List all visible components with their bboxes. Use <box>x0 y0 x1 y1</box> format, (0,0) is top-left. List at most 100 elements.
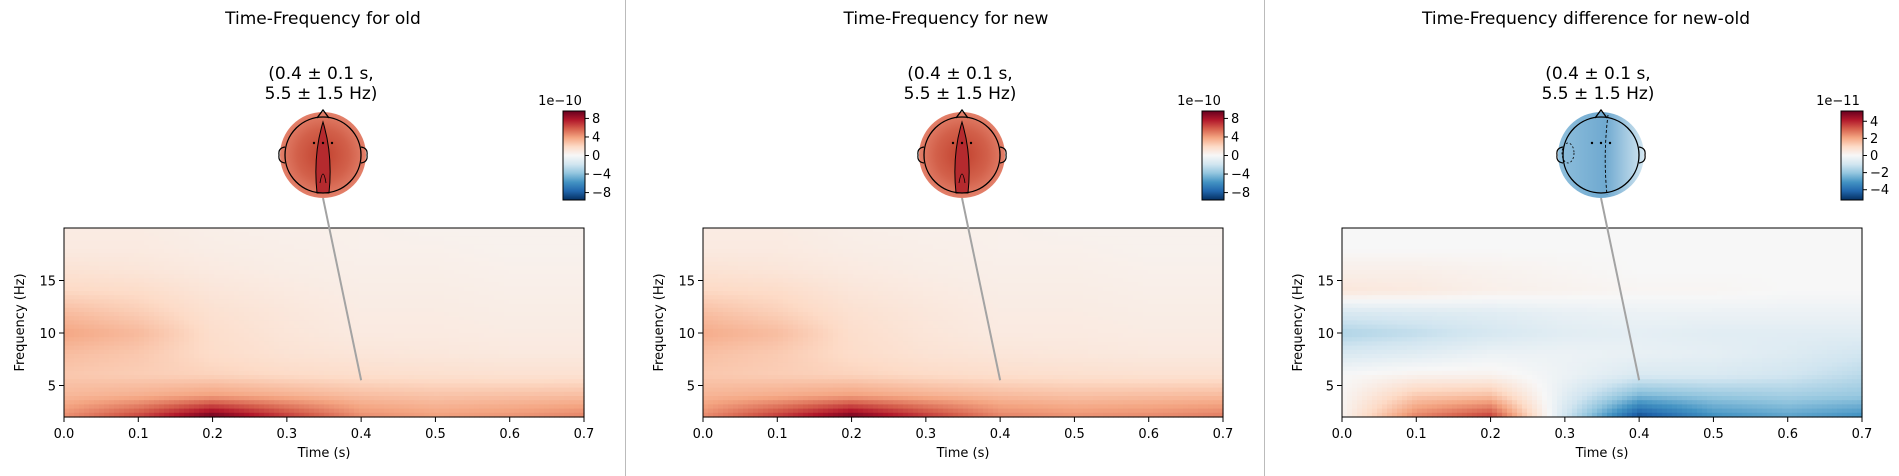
heatmap-cell <box>219 316 225 321</box>
heatmap-cell <box>519 349 525 355</box>
heatmap-cell <box>69 270 75 275</box>
heatmap-cell <box>209 379 215 384</box>
heatmap-cell <box>209 391 215 397</box>
heatmap-cell <box>499 244 505 250</box>
heatmap-cell <box>119 362 125 368</box>
heatmap-cell <box>459 278 465 284</box>
heatmap-cell <box>394 291 400 296</box>
heatmap-cell <box>244 412 250 418</box>
heatmap-cell <box>104 240 110 246</box>
heatmap-cell <box>354 387 360 393</box>
heatmap-cell <box>499 396 505 401</box>
heatmap-cell <box>159 236 165 242</box>
heatmap-cell <box>359 412 365 418</box>
heatmap-cell <box>259 400 265 405</box>
heatmap-cell <box>164 358 170 363</box>
heatmap-cell <box>139 274 145 279</box>
heatmap-cell <box>169 249 175 254</box>
heatmap-cell <box>124 349 130 355</box>
heatmap-cell <box>519 257 525 263</box>
heatmap-cell <box>219 354 225 359</box>
heatmap-cell <box>484 295 490 300</box>
heatmap-cell <box>489 362 495 368</box>
heatmap-cell <box>194 232 200 237</box>
heatmap-cell <box>284 400 290 405</box>
heatmap-cell <box>354 291 360 296</box>
heatmap-cell <box>424 270 430 275</box>
heatmap-cell <box>1108 232 1114 237</box>
heatmap-cell <box>389 366 395 372</box>
heatmap-cell <box>544 257 550 263</box>
heatmap-cell <box>84 270 90 275</box>
heatmap-cell <box>219 299 225 305</box>
heatmap-cell <box>199 320 205 326</box>
heatmap-cell <box>399 337 405 342</box>
heatmap-cell <box>923 232 929 237</box>
heatmap-cell <box>833 232 839 237</box>
heatmap-cell <box>579 249 585 254</box>
heatmap-cell <box>279 408 285 414</box>
heatmap-cell <box>254 383 260 389</box>
heatmap-cell <box>424 249 430 254</box>
heatmap-cell <box>319 341 325 347</box>
heatmap-cell <box>284 312 290 317</box>
heatmap-cell <box>414 400 420 405</box>
heatmap-cell <box>189 278 195 284</box>
heatmap-cell <box>439 387 445 393</box>
heatmap-cell <box>149 328 155 334</box>
heatmap-cell <box>529 379 535 384</box>
heatmap-cell <box>529 274 535 279</box>
heatmap-cell <box>439 320 445 326</box>
heatmap-cell <box>319 320 325 326</box>
heatmap-cell <box>559 299 565 305</box>
heatmap-cell <box>179 341 185 347</box>
heatmap-cell <box>189 249 195 254</box>
heatmap-cell <box>244 249 250 254</box>
heatmap-cell <box>64 236 70 242</box>
heatmap-cell <box>379 316 385 321</box>
heatmap-cell <box>124 295 130 300</box>
heatmap-cell <box>354 249 360 254</box>
heatmap-cell <box>284 240 290 246</box>
heatmap-cell <box>264 328 270 334</box>
heatmap-cell <box>499 278 505 284</box>
heatmap-cell <box>164 375 170 380</box>
heatmap-cell <box>144 278 150 284</box>
heatmap-cell <box>114 366 120 372</box>
heatmap-cell <box>509 358 515 363</box>
heatmap-cell <box>429 354 435 359</box>
heatmap-cell <box>574 257 580 263</box>
heatmap-cell <box>823 232 829 237</box>
heatmap-cell <box>249 349 255 355</box>
heatmap-cell <box>184 345 190 351</box>
heatmap-cell <box>224 316 230 321</box>
heatmap-cell <box>444 333 450 338</box>
heatmap-cell <box>569 333 575 338</box>
heatmap-cell <box>444 387 450 393</box>
heatmap-cell <box>239 278 245 284</box>
heatmap-cell <box>369 295 375 300</box>
heatmap-cell <box>469 324 475 330</box>
heatmap-cell <box>179 387 185 393</box>
heatmap-cell <box>99 265 105 271</box>
heatmap-cell <box>244 391 250 397</box>
heatmap-cell <box>549 244 555 250</box>
heatmap-cell <box>279 324 285 330</box>
heatmap-cell <box>579 316 585 321</box>
heatmap-cell <box>294 299 300 305</box>
heatmap-cell <box>534 291 540 296</box>
heatmap-cell <box>204 387 210 393</box>
heatmap-cell <box>109 337 115 342</box>
heatmap-cell <box>239 307 245 313</box>
heatmap-cell <box>369 345 375 351</box>
heatmap-cell <box>429 349 435 355</box>
heatmap-cell <box>703 228 709 233</box>
heatmap-cell <box>294 303 300 309</box>
heatmap-cell <box>369 396 375 401</box>
heatmap-cell <box>69 232 75 237</box>
heatmap-cell <box>344 320 350 326</box>
heatmap-cell <box>114 358 120 363</box>
heatmap-cell <box>209 358 215 363</box>
heatmap-cell <box>64 244 70 250</box>
heatmap-cell <box>294 349 300 355</box>
